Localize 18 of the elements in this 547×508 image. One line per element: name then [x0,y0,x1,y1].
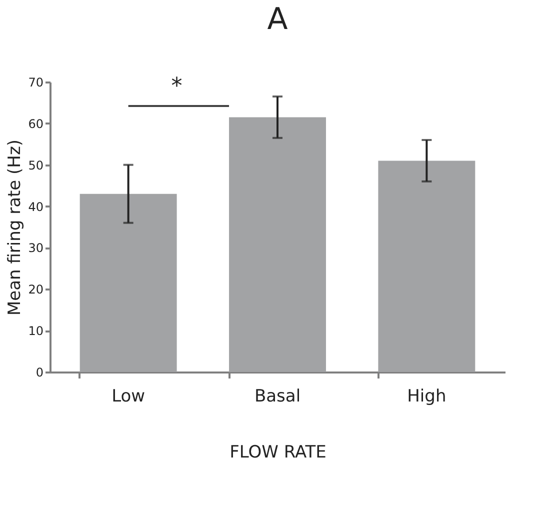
bar [80,194,177,372]
x-tick-label: Low [112,386,146,406]
annotation: * [171,74,182,99]
y-tick-label: 60 [28,116,44,131]
y-tick-label: 50 [28,158,44,172]
x-tick-label: High [407,386,446,406]
y-tick-label: 10 [28,324,44,338]
y-tick-label: 30 [28,241,44,256]
bar [229,117,326,372]
y-tick-label: 70 [28,76,44,90]
y-tick-label: 20 [28,282,44,297]
x-axis-title: FLOW RATE [230,442,326,462]
y-tick-label: 0 [36,366,44,380]
chart-title: A [267,2,288,37]
y-axis-title: Mean firing rate (Hz) [5,139,26,316]
bar [378,160,476,372]
x-tick-label: Basal [254,386,301,406]
y-tick-label: 40 [28,200,44,214]
